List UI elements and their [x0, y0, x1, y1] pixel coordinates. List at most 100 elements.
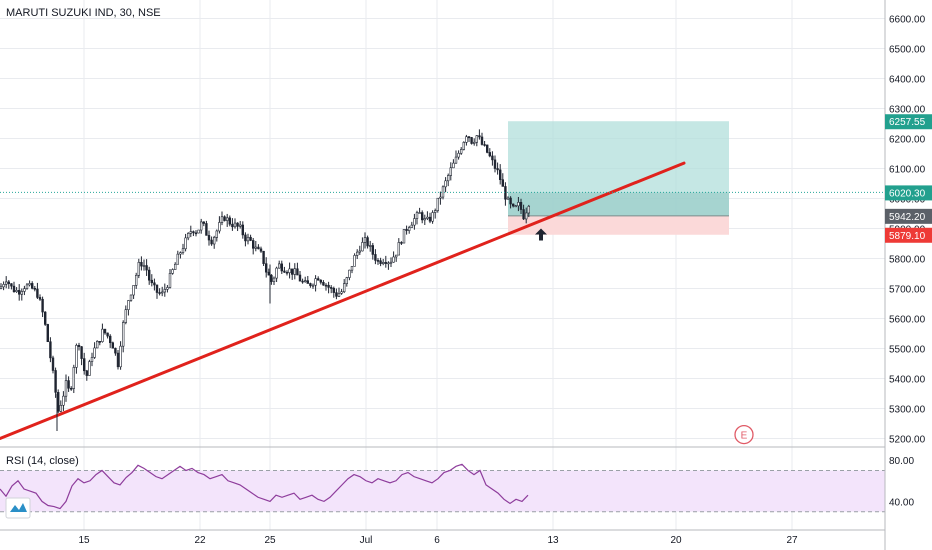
- candle-body: [171, 269, 174, 274]
- candle-body: [17, 289, 21, 295]
- candle-body: [51, 357, 55, 371]
- candle-body: [72, 367, 76, 389]
- candle-body: [83, 358, 86, 372]
- candle-body: [470, 137, 473, 144]
- candle-body: [384, 262, 387, 264]
- candle-body: [366, 237, 369, 247]
- price-badge-label: 5879.10: [889, 231, 926, 242]
- candle-body: [475, 135, 478, 143]
- candle-body: [431, 212, 434, 222]
- candle-body: [514, 205, 518, 208]
- candle-body: [485, 144, 489, 153]
- candle-body: [80, 346, 83, 359]
- candle-body: [119, 345, 122, 368]
- candle-body: [301, 280, 304, 283]
- candle-body: [498, 169, 502, 180]
- price-tick-label: 5400.00: [889, 375, 926, 386]
- candle-body: [140, 261, 143, 267]
- candle-body: [241, 224, 244, 236]
- candle-body: [7, 281, 11, 284]
- price-axis[interactable]: 6600.00 6500.00 6400.00 6300.00 6200.00 6100.…: [884, 0, 932, 550]
- candle-body: [374, 254, 377, 261]
- candle-body: [220, 216, 224, 223]
- candle-body: [465, 136, 468, 143]
- markers: E: [535, 228, 754, 445]
- candle-body: [285, 271, 289, 274]
- candle-body: [236, 222, 239, 227]
- price-tick-label: 5300.00: [889, 405, 926, 416]
- stop-zone: [508, 215, 729, 235]
- candle-body: [509, 197, 512, 205]
- candle-body: [316, 278, 320, 281]
- candle-body: [457, 152, 460, 158]
- candle-body: [306, 280, 309, 284]
- candle-body: [324, 284, 328, 287]
- candle-body: [56, 392, 60, 412]
- price-tick-label: 6200.00: [889, 135, 926, 146]
- candle-body: [506, 197, 510, 200]
- trendline: [0, 161, 686, 440]
- candle-body: [322, 281, 325, 286]
- candle-body: [101, 328, 104, 342]
- candle-body: [420, 212, 424, 221]
- price-badge-label: 5942.20: [889, 212, 926, 223]
- time-tick-label: 25: [264, 535, 276, 546]
- candle-body: [355, 251, 359, 256]
- time-tick-label: 6: [434, 535, 440, 546]
- candle-body: [452, 162, 455, 169]
- candle-body: [70, 387, 73, 390]
- candle-body: [207, 235, 211, 241]
- price-badge-stop: [885, 227, 932, 243]
- price-tick-label: 5200.00: [889, 435, 926, 446]
- candle-body: [67, 380, 70, 389]
- candle-body: [379, 260, 382, 264]
- candle-body: [363, 237, 367, 243]
- candle-body: [64, 380, 68, 397]
- candle-body: [192, 231, 195, 234]
- candle-body: [496, 168, 499, 171]
- price-badge-label: 6020.30: [889, 188, 926, 199]
- arrow-up-icon: [535, 228, 547, 241]
- candle-body: [59, 405, 63, 412]
- time-axis[interactable]: 15 22 25 Jul 6 13 20 27: [0, 529, 885, 546]
- candle-body: [202, 221, 205, 224]
- earnings-icon: [734, 424, 754, 445]
- candle-body: [410, 224, 413, 228]
- candle-body: [226, 217, 229, 221]
- candle-body: [41, 298, 44, 313]
- price-tick-label: 6100.00: [889, 165, 926, 176]
- candle-body: [23, 288, 26, 292]
- candle-body: [311, 284, 315, 287]
- candle-body: [517, 202, 520, 207]
- candle-body: [231, 223, 234, 228]
- candle-body: [252, 240, 255, 249]
- candle-body: [257, 246, 260, 250]
- candle-body: [298, 274, 302, 282]
- candle-body: [168, 273, 172, 288]
- candle-body: [493, 159, 497, 169]
- candle-body: [176, 253, 179, 265]
- candle-body: [213, 237, 216, 245]
- candle-body: [283, 270, 286, 273]
- candle-body: [129, 294, 133, 301]
- candle-body: [350, 266, 354, 271]
- candle-body: [527, 205, 531, 214]
- candle-body: [93, 347, 96, 358]
- candle-body: [275, 267, 278, 279]
- candle-body: [519, 202, 523, 210]
- candle-body: [436, 197, 439, 211]
- rsi-pane: [0, 446, 885, 519]
- price-tick-label: 6600.00: [889, 15, 926, 26]
- candle-body: [405, 229, 408, 231]
- candle-body: [415, 212, 419, 219]
- candle-body: [103, 328, 107, 334]
- chart-title: MARUTI SUZUKI IND, 30, NSE: [6, 7, 161, 19]
- candles: [0, 129, 531, 431]
- candle-body: [480, 136, 484, 145]
- target-zone-filled: [508, 192, 729, 216]
- price-tick-label: 6300.00: [889, 105, 926, 116]
- candle-body: [62, 395, 65, 406]
- candle-body: [472, 141, 476, 144]
- candle-body: [381, 262, 385, 264]
